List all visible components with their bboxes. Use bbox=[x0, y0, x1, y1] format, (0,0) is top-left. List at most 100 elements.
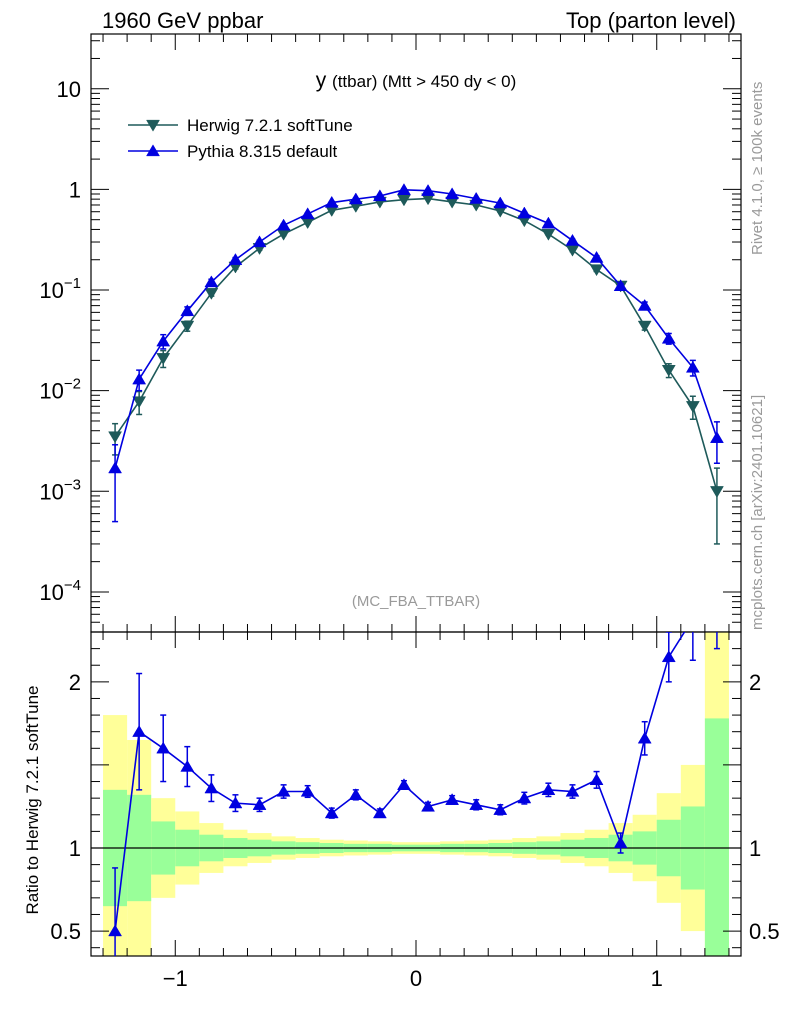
ratio-point bbox=[397, 778, 411, 790]
ratio-point bbox=[228, 796, 243, 809]
pythia-point bbox=[541, 216, 556, 229]
header-right: Top (parton level) bbox=[566, 8, 736, 33]
green-band-bin bbox=[704, 718, 729, 956]
header-left: 1960 GeV ppbar bbox=[102, 8, 264, 33]
ratio-y-tick-label: 0.5 bbox=[50, 919, 81, 944]
ratio-point bbox=[132, 725, 147, 737]
plot-title: y (ttbar) (Mtt > 450 dy < 0) bbox=[316, 69, 517, 92]
ratio-point bbox=[156, 741, 171, 754]
herwig-point bbox=[589, 264, 604, 277]
pythia-point bbox=[180, 304, 195, 317]
ratio-y-tick-label: 1 bbox=[69, 836, 81, 861]
pythia-point bbox=[421, 184, 435, 196]
pythia-point bbox=[685, 360, 700, 373]
pythia-point bbox=[324, 195, 339, 208]
plot-title-main: y bbox=[316, 69, 332, 92]
pythia-point bbox=[132, 372, 147, 385]
pythia-point bbox=[372, 189, 387, 202]
herwig-point bbox=[180, 320, 195, 333]
ratio-point bbox=[204, 781, 219, 794]
main-panel: 10 1 10−1 10−2 10−3 10−4 y (ttbar) (Mtt > 450 … bbox=[39, 33, 742, 633]
pythia-point bbox=[469, 191, 484, 204]
herwig-point bbox=[685, 401, 700, 413]
main-series-group bbox=[108, 183, 724, 545]
pythia-point bbox=[517, 206, 532, 219]
pythia-point bbox=[589, 250, 604, 263]
ratio-point bbox=[710, 559, 723, 570]
legend-label: Herwig 7.2.1 softTune bbox=[187, 116, 353, 135]
ratio-point bbox=[108, 924, 123, 937]
ratio-point bbox=[541, 783, 556, 795]
plot-subtitle: (ttbar) (Mtt > 450 dy < 0) bbox=[332, 72, 516, 91]
ratio-point bbox=[661, 650, 676, 663]
pythia-point bbox=[493, 196, 508, 209]
ratio-point bbox=[613, 836, 628, 849]
ratio-point bbox=[565, 784, 580, 797]
x-tick-label: 1 bbox=[651, 966, 663, 991]
ratio-point bbox=[252, 798, 267, 810]
herwig-point bbox=[156, 353, 171, 365]
herwig-point bbox=[276, 228, 291, 241]
ratio-point bbox=[421, 799, 435, 812]
ratio-point bbox=[180, 759, 195, 772]
pythia-point bbox=[565, 233, 580, 246]
watermark: (MC_FBA_TTBAR) bbox=[352, 593, 480, 610]
pythia-point bbox=[637, 298, 652, 311]
herwig-point bbox=[204, 288, 219, 300]
ratio-panel: −1 0 1 0.5 0.5 1 1 2 2 Ratio to Herwig 7.2.1 soft… bbox=[23, 559, 780, 991]
legend-label: Pythia 8.315 default bbox=[187, 142, 338, 161]
herwig-point bbox=[300, 217, 315, 230]
herwig-point bbox=[132, 396, 147, 409]
ratio-point bbox=[300, 784, 315, 797]
herwig-point bbox=[709, 486, 724, 498]
pythia-point bbox=[204, 275, 219, 288]
series-line-herwig bbox=[114, 197, 718, 492]
herwig-point bbox=[661, 365, 676, 377]
x-tick-label: −1 bbox=[163, 966, 188, 991]
y-tick-exponent: −3 bbox=[64, 476, 81, 493]
ratio-point bbox=[372, 806, 387, 819]
pythia-point bbox=[108, 461, 123, 474]
ratio-point bbox=[637, 731, 652, 744]
ratio-point bbox=[686, 613, 699, 624]
y-tick-label: 10−2 bbox=[39, 376, 81, 404]
ratio-frame bbox=[90, 631, 742, 957]
ratio-point bbox=[348, 788, 363, 800]
ratio-point bbox=[445, 793, 460, 805]
ratio-point bbox=[469, 798, 484, 810]
pythia-point bbox=[276, 218, 291, 231]
pythia-point bbox=[300, 207, 315, 220]
y-tick-exponent: −4 bbox=[64, 577, 81, 594]
y-tick-label: 10−1 bbox=[39, 275, 81, 303]
y-tick-exponent: −2 bbox=[64, 376, 81, 393]
legend-marker bbox=[146, 144, 160, 157]
y-tick-exponent: −1 bbox=[64, 275, 81, 292]
ratio-y-tick-label-right: 2 bbox=[749, 670, 761, 695]
pythia-point bbox=[156, 334, 171, 347]
y-tick-label: 10 bbox=[57, 77, 81, 102]
pythia-point bbox=[445, 187, 460, 200]
ratio-y-tick-label-right: 1 bbox=[749, 836, 761, 861]
legend-marker bbox=[146, 119, 160, 132]
y-tick-label: 1 bbox=[69, 177, 81, 202]
pythia-point bbox=[252, 235, 267, 248]
herwig-point bbox=[637, 320, 652, 333]
pythia-point bbox=[228, 253, 243, 265]
pythia-point bbox=[613, 279, 628, 291]
y-tick-label: 10−3 bbox=[39, 476, 81, 504]
ratio-y-axis-label: Ratio to Herwig 7.2.1 softTune bbox=[23, 686, 42, 915]
legend: Herwig 7.2.1 softTune Pythia 8.315 defaul… bbox=[128, 116, 353, 161]
herwig-point bbox=[541, 228, 556, 241]
ratio-point bbox=[517, 791, 532, 804]
ratio-y-tick-label-right: 0.5 bbox=[749, 919, 780, 944]
pythia-point bbox=[709, 431, 724, 443]
ratio-point bbox=[493, 803, 508, 815]
x-tick-label: 0 bbox=[410, 966, 422, 991]
series-line-pythia bbox=[114, 189, 718, 469]
pythia-point bbox=[661, 331, 676, 344]
ratio-series-group bbox=[108, 559, 723, 956]
ratio-point bbox=[276, 784, 291, 797]
mcplots-label: mcplots.cern.ch [arXiv:2401.10621] bbox=[749, 395, 766, 630]
